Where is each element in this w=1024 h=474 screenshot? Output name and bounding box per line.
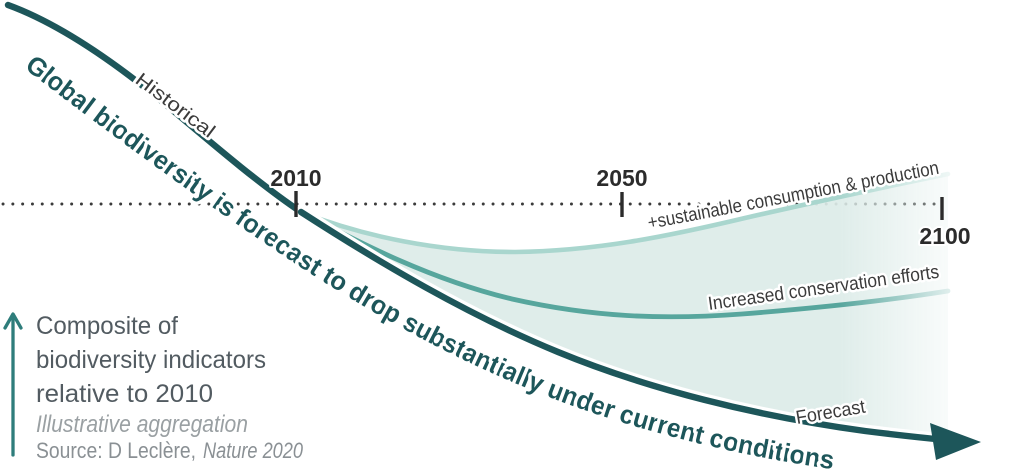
y-axis-arrow-icon	[3, 312, 23, 457]
year-label-2100: 2100	[919, 223, 970, 249]
aggregation-note: Illustrative aggregation	[36, 411, 248, 438]
conservation-scenario-curve	[298, 209, 951, 320]
source-text: Source: D Leclère,	[36, 438, 196, 463]
y-axis-label-line1: Composite of	[36, 312, 178, 340]
forecast-arrowhead-icon	[930, 423, 981, 460]
source-text-publication: Nature 2020	[203, 438, 304, 463]
scenario-range-fill	[301, 174, 948, 440]
year-label-2010: 2010	[270, 165, 321, 191]
sustainable-scenario-curve	[298, 171, 951, 255]
year-label-2050: 2050	[596, 165, 647, 191]
historical-curve	[4, 1, 305, 216]
forecast-curve	[297, 208, 950, 444]
y-axis-label-line2: biodiversity indicators	[36, 346, 266, 374]
y-axis-label-line3: relative to 2010	[36, 380, 213, 408]
